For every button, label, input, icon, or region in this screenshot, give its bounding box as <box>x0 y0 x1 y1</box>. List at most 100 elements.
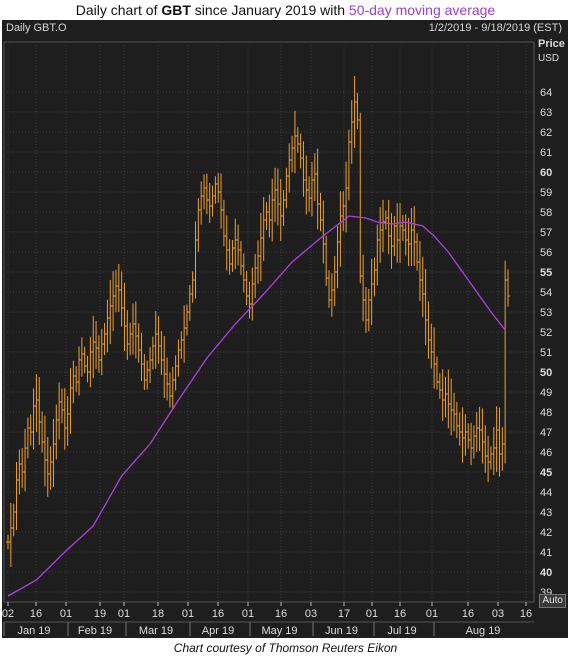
ohlc-bar <box>62 388 67 450</box>
y-axis-unit: USD <box>538 53 559 64</box>
ohlc-bar <box>193 221 198 299</box>
ohlc-bar <box>48 446 53 490</box>
ohlc-bar <box>463 414 468 456</box>
ohlc-bar <box>216 173 221 203</box>
ohlc-bar <box>381 199 385 253</box>
ohlc-bar <box>449 378 454 436</box>
ohlc-bar <box>443 376 448 418</box>
ohlc-bar <box>23 428 28 492</box>
y-tick-label: 43 <box>540 507 552 519</box>
y-tick-label: 56 <box>540 247 552 259</box>
ohlc-bar <box>94 320 99 370</box>
moving-average-line <box>7 215 506 597</box>
y-tick-label: 51 <box>540 347 552 359</box>
ohlc-bar <box>335 225 340 289</box>
ohlc-bar <box>173 355 178 391</box>
ohlc-bar <box>358 112 363 284</box>
ohlc-bar <box>182 305 187 363</box>
ohlc-bar <box>59 388 64 424</box>
ohlc-bar <box>375 224 380 286</box>
price-chart-svg[interactable]: 3940414243444546474849505152535455565758… <box>2 20 568 638</box>
x-tick-label: 17 <box>338 608 350 620</box>
y-tick-label: 57 <box>540 227 552 239</box>
x-tick-label: 16 <box>520 608 532 620</box>
auto-scale-button[interactable]: Auto <box>539 594 566 608</box>
ohlc-bar <box>298 133 303 169</box>
ohlc-bar <box>292 110 297 174</box>
ohlc-bar <box>275 168 280 226</box>
ohlc-bar <box>77 346 82 396</box>
ohlc-bar <box>79 337 84 377</box>
ohlc-bar <box>54 404 59 460</box>
ohlc-bar <box>315 148 320 230</box>
ohlc-bar <box>238 241 243 275</box>
ohlc-bar <box>406 217 411 267</box>
ohlc-bar <box>454 401 459 439</box>
ohlc-bar <box>355 92 360 130</box>
ohlc-bar <box>91 315 96 379</box>
x-tick-label: 16 <box>30 608 42 620</box>
ohlc-bar <box>227 239 232 275</box>
ohlc-bar <box>102 322 107 356</box>
ohlc-bar <box>267 194 272 238</box>
ohlc-bar <box>372 257 377 297</box>
ohlc-bar <box>295 127 300 153</box>
ohlc-bar <box>20 448 25 488</box>
ohlc-bar <box>156 316 161 364</box>
ohlc-bar <box>105 299 110 353</box>
ohlc-bar <box>301 141 306 197</box>
ohlc-bar <box>68 368 73 434</box>
x-month-label: Apr 19 <box>202 625 234 637</box>
ohlc-bar <box>74 366 79 392</box>
ohlc-bar <box>412 206 417 266</box>
x-month-label: Mar 19 <box>139 625 173 637</box>
ohlc-bar <box>253 253 258 299</box>
ohlc-bar <box>392 216 397 256</box>
y-tick-label: 61 <box>540 147 552 159</box>
ohlc-bar <box>170 366 175 410</box>
ohlc-bar <box>111 271 116 331</box>
y-tick-label: 45 <box>540 467 552 479</box>
y-tick-label: 59 <box>540 187 552 199</box>
ohlc-bar <box>270 178 275 242</box>
ohlc-bar <box>37 377 42 445</box>
y-tick-label: 58 <box>540 207 552 219</box>
ohlc-bar <box>207 183 212 223</box>
ohlc-bar <box>329 273 334 317</box>
ohlc-bar <box>477 406 482 452</box>
ohlc-bar <box>233 218 238 270</box>
y-tick-label: 50 <box>540 367 552 379</box>
ohlc-bar <box>307 176 312 212</box>
ohlc-bar <box>57 382 62 440</box>
ohlc-bar <box>128 322 133 356</box>
ohlc-bar <box>204 173 209 215</box>
ohlc-bar <box>167 372 172 408</box>
ohlc-bar <box>437 373 442 399</box>
ohlc-bar <box>460 407 465 463</box>
ohlc-bar <box>153 311 158 369</box>
ohlc-bar <box>483 425 488 473</box>
ohlc-bar <box>346 129 351 201</box>
ohlc-bar <box>287 143 292 193</box>
x-tick-label: 01 <box>60 608 72 620</box>
x-tick-label: 01 <box>182 608 194 620</box>
ohlc-bar <box>230 239 235 273</box>
ohlc-bar <box>258 212 263 282</box>
ohlc-bar <box>386 199 391 255</box>
ohlc-bar <box>403 214 408 256</box>
ohlc-bar <box>327 270 332 308</box>
ohlc-bar <box>196 198 201 252</box>
ohlc-bar <box>159 331 164 375</box>
ohlc-bar <box>133 301 138 359</box>
ohlc-bar <box>165 357 170 401</box>
chart-panel: Daily GBT.O 1/2/2019 - 9/18/2019 (EST) 3… <box>2 20 568 638</box>
ohlc-bar <box>503 260 508 464</box>
ohlc-bar <box>131 303 135 355</box>
y-tick-label: 47 <box>540 427 552 439</box>
x-tick-label: 03 <box>492 608 504 620</box>
ohlc-bar <box>378 207 383 263</box>
ohlc-bar <box>224 215 229 271</box>
ohlc-bar <box>25 417 30 459</box>
y-tick-label: 44 <box>540 487 552 499</box>
y-tick-label: 46 <box>540 447 552 459</box>
